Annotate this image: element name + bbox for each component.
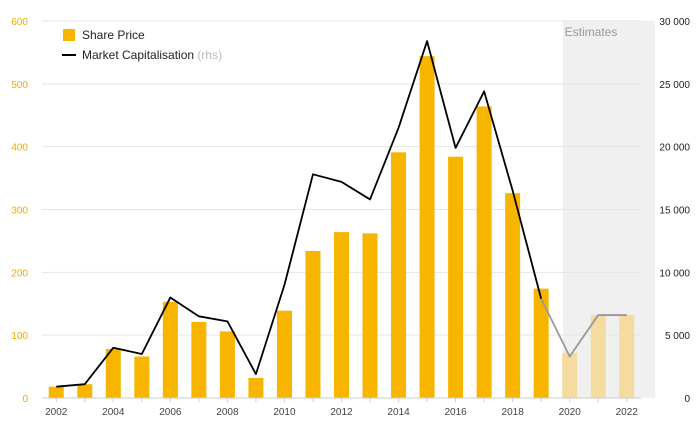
- x-tick-label: 2004: [102, 407, 125, 418]
- bar-share-price: [48, 386, 64, 398]
- bar-share-price: [362, 233, 378, 398]
- line-market-cap: [56, 40, 543, 388]
- bar-share-price: [419, 56, 435, 398]
- bar-share-price: [619, 315, 635, 398]
- x-tick-label: 2012: [330, 407, 353, 418]
- bar-share-price: [391, 152, 407, 398]
- y-tick-left: 100: [11, 331, 28, 342]
- line-market-cap-estimate: [540, 298, 627, 358]
- bar-share-price: [219, 331, 235, 398]
- legend-label-share-price: Share Price: [82, 28, 145, 42]
- y-tick-right: 5 000: [665, 331, 690, 342]
- svg-text:Market Capitalisation (rhs): Market Capitalisation (rhs): [82, 48, 222, 62]
- legend-label-rhs: (rhs): [197, 48, 222, 62]
- bar-share-price: [105, 348, 121, 398]
- x-tick-label: 2010: [273, 407, 296, 418]
- y-tick-left: 0: [22, 394, 28, 405]
- bar-share-price: [476, 106, 492, 398]
- y-tick-left: 400: [11, 143, 28, 154]
- y-tick-left: 200: [11, 268, 28, 279]
- y-tick-right: 10 000: [659, 268, 690, 279]
- bar-share-price: [505, 193, 521, 398]
- y-tick-right: 20 000: [659, 143, 690, 154]
- bar-share-price: [134, 356, 150, 398]
- x-tick-label: 2016: [444, 407, 467, 418]
- bar-share-price: [305, 250, 321, 398]
- bar-share-price: [562, 352, 578, 398]
- bar-share-price: [334, 232, 349, 398]
- y-tick-left: 600: [11, 17, 28, 28]
- x-tick-label: 2018: [502, 407, 525, 418]
- bar-share-price: [191, 321, 207, 398]
- x-tick-label: 2006: [159, 407, 182, 418]
- y-tick-left: 300: [11, 206, 28, 217]
- legend: Share Price Market Capitalisation (rhs): [62, 28, 222, 62]
- bar-share-price: [162, 301, 178, 398]
- y-tick-right: 30 000: [659, 17, 690, 28]
- bar-layer: [48, 56, 635, 398]
- y-tick-left: 500: [11, 80, 28, 91]
- legend-swatch-share-price: [63, 29, 75, 41]
- bar-share-price: [248, 377, 264, 398]
- estimates-label: Estimates: [565, 25, 618, 39]
- x-tick-label: 2020: [559, 407, 582, 418]
- x-tick-label: 2002: [45, 407, 68, 418]
- y-tick-right: 15 000: [659, 206, 690, 217]
- bar-share-price: [448, 156, 464, 398]
- legend-label-market-cap: Market Capitalisation: [82, 48, 194, 62]
- x-tick-label: 2008: [216, 407, 239, 418]
- axis-layer: 0 100 200 300 400 500 600 0 5 000 10 000 15 000 20 …: [11, 17, 690, 418]
- y-tick-right: 25 000: [659, 80, 690, 91]
- line-layer: [56, 40, 627, 388]
- bar-share-price: [533, 288, 549, 398]
- x-tick-label: 2022: [616, 407, 639, 418]
- x-tick-label: 2014: [387, 407, 410, 418]
- bar-share-price: [590, 315, 606, 398]
- y-tick-right: 0: [684, 394, 690, 405]
- bar-share-price: [276, 310, 292, 398]
- bar-share-price: [77, 384, 93, 398]
